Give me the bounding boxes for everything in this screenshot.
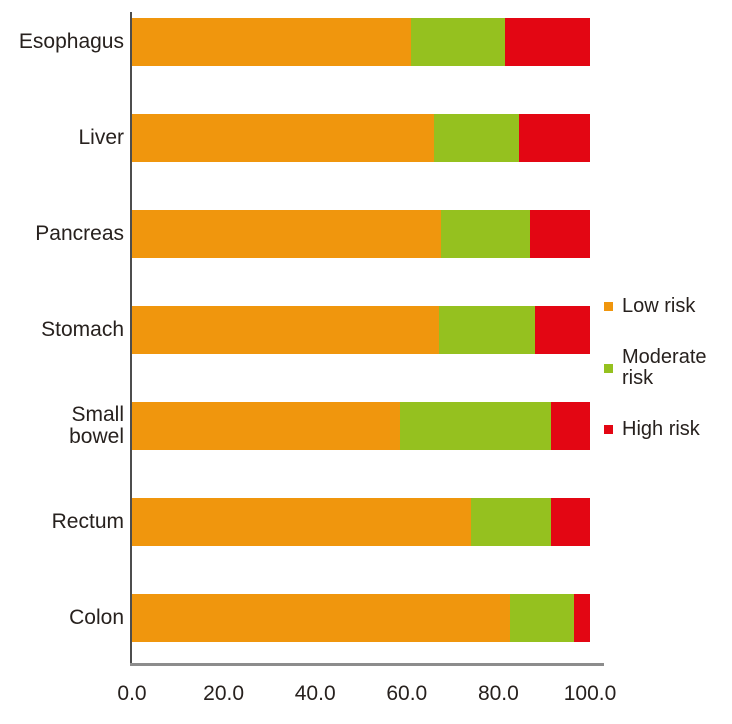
- bar-segment-low-risk: [132, 594, 510, 642]
- stacked-bar-esophagus: [132, 18, 590, 66]
- bar-segment-low-risk: [132, 18, 412, 66]
- x-axis-tick-labels: 0.0 20.0 40.0 60.0 80.0 100.0: [117, 682, 616, 714]
- category-label-colon: Colon: [69, 605, 124, 629]
- bar-segment-high-risk: [551, 402, 590, 450]
- bar-row-liver: Liver: [78, 90, 590, 186]
- legend-item-moderate-risk: Moderate risk: [604, 347, 722, 389]
- bar-row-stomach: Stomach: [41, 282, 590, 378]
- bar-segment-moderate-risk: [399, 402, 552, 450]
- bar-segment-moderate-risk: [438, 306, 536, 354]
- stacked-bar-rectum: [132, 498, 590, 546]
- plot-area: Esophagus Liver Pancreas Stomach Small bowel…: [19, 0, 590, 666]
- category-label-small-bowel: Small bowel: [69, 402, 124, 448]
- stacked-bar-stomach: [132, 306, 590, 354]
- bar-segment-high-risk: [573, 594, 590, 642]
- x-tick-label-80-0: 80.0: [477, 682, 519, 705]
- bar-segment-low-risk: [132, 210, 442, 258]
- stacked-bar-colon: [132, 594, 590, 642]
- bar-segment-high-risk: [518, 114, 590, 162]
- legend-marker-icon: [604, 425, 613, 434]
- x-axis-line: [130, 663, 604, 666]
- stacked-bar-liver: [132, 114, 590, 162]
- bar-segment-low-risk: [132, 402, 400, 450]
- bar-row-colon: Colon: [69, 570, 590, 666]
- x-tick-label-100-0: 100.0: [563, 682, 617, 705]
- bar-segment-low-risk: [132, 498, 471, 546]
- stacked-bar-small-bowel: [132, 402, 590, 450]
- category-label-pancreas: Pancreas: [35, 221, 124, 245]
- category-label-esophagus: Esophagus: [18, 29, 124, 53]
- bar-row-rectum: Rectum: [52, 474, 590, 570]
- bar-segment-moderate-risk: [441, 210, 531, 258]
- bar-segment-high-risk: [530, 210, 590, 258]
- x-tick-label-20-0: 20.0: [203, 682, 245, 705]
- bar-segment-high-risk: [505, 18, 590, 66]
- legend: Low risk Moderate risk High risk: [604, 296, 722, 440]
- bar-segment-low-risk: [132, 114, 435, 162]
- legend-label-moderate-risk: Moderate risk: [622, 346, 707, 389]
- bar-row-small-bowel: Small bowel: [69, 378, 590, 474]
- stacked-bar-pancreas: [132, 210, 590, 258]
- x-tick-label-0-0: 0.0: [117, 682, 147, 705]
- legend-marker-icon: [604, 363, 613, 373]
- bar-segment-low-risk: [132, 306, 439, 354]
- category-label-stomach: Stomach: [41, 317, 124, 341]
- bar-segment-moderate-risk: [470, 498, 552, 546]
- category-label-rectum: Rectum: [51, 509, 124, 533]
- bar-segment-high-risk: [551, 498, 590, 546]
- bar-segment-moderate-risk: [509, 594, 574, 642]
- x-tick-label-60-0: 60.0: [386, 682, 428, 705]
- legend-label-low-risk: Low risk: [622, 295, 696, 317]
- bar-segment-high-risk: [535, 306, 590, 354]
- legend-item-low-risk: Low risk: [604, 296, 722, 317]
- bar-segment-moderate-risk: [434, 114, 519, 162]
- legend-label-high-risk: High risk: [622, 418, 700, 440]
- x-tick-label-40-0: 40.0: [294, 682, 336, 705]
- y-axis-line: [130, 12, 132, 665]
- legend-item-high-risk: High risk: [604, 419, 722, 440]
- bar-segment-moderate-risk: [411, 18, 506, 66]
- bar-row-esophagus: Esophagus: [19, 0, 590, 90]
- bar-row-pancreas: Pancreas: [35, 186, 590, 282]
- category-label-liver: Liver: [78, 125, 124, 149]
- legend-marker-icon: [604, 302, 613, 311]
